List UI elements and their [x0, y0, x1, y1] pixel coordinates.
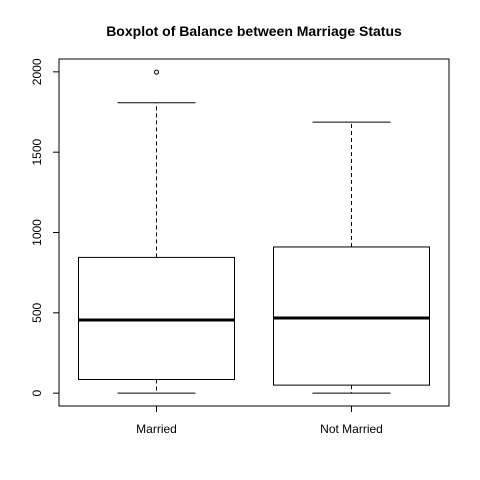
chart-title: Boxplot of Balance between Marriage Stat… [106, 23, 402, 39]
box-not-married [273, 121, 430, 394]
iqr-box [78, 256, 235, 380]
box-married [78, 69, 235, 394]
y-tick-label: 500 [30, 302, 44, 322]
x-tick-label: Married [136, 422, 177, 436]
y-tick-label: 1000 [30, 219, 44, 246]
outlier-point [154, 69, 159, 75]
y-tick-label: 2000 [30, 58, 44, 85]
y-tick-label: 1500 [30, 139, 44, 166]
boxes-group [78, 69, 430, 394]
x-axis: Married Not Married [136, 406, 383, 436]
y-tick-label: 0 [30, 389, 44, 396]
x-tick-label: Not Married [320, 422, 383, 436]
iqr-box [273, 246, 430, 386]
y-axis: 0 500 1000 1500 2000 [30, 58, 59, 396]
